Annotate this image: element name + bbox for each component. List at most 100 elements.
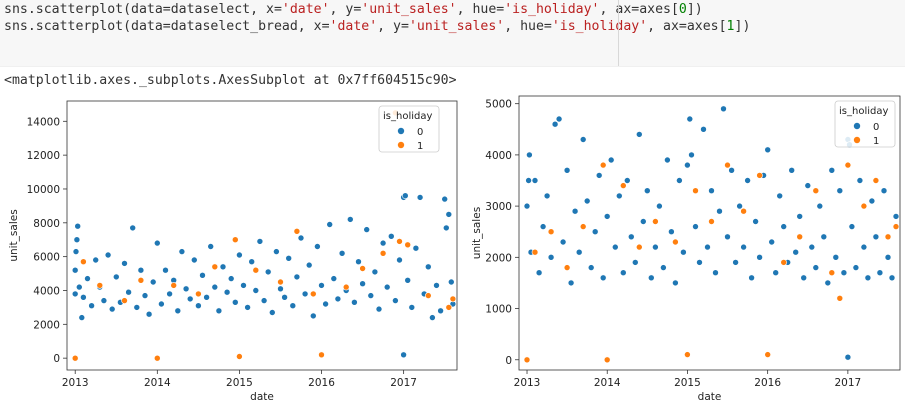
data-point [876, 269, 884, 277]
data-point [884, 233, 892, 241]
data-point [639, 218, 647, 225]
data-point [129, 224, 136, 232]
x-tick-label: 2013 [62, 377, 89, 389]
scatter-chart-2: 2013 2014 2015 2016 2017 0 1000 2000 3000 4000 500… [471, 95, 901, 403]
data-point [71, 290, 79, 298]
data-point [872, 177, 880, 184]
data-point [383, 283, 391, 291]
data-point [712, 269, 719, 277]
data-point [445, 211, 453, 218]
data-point [367, 292, 375, 299]
data-point [359, 265, 366, 272]
legend-marker [853, 122, 861, 130]
legend: is_holiday 0 1 [834, 100, 896, 148]
data-point [559, 238, 567, 246]
y-tick-label: 12000 [27, 150, 60, 162]
data-point [71, 354, 79, 362]
data-point [780, 259, 788, 266]
series-1 [523, 161, 900, 364]
data-point [704, 243, 711, 251]
data-point [892, 213, 900, 220]
data-point [716, 207, 723, 215]
data-point [104, 251, 112, 259]
legend-box [834, 100, 896, 148]
y-tick-label: 14000 [27, 116, 60, 128]
data-point [860, 202, 868, 210]
data-point [820, 233, 828, 241]
data-point [732, 259, 739, 266]
data-point [599, 274, 607, 282]
data-point [88, 302, 95, 310]
data-point [277, 285, 284, 293]
data-point [664, 156, 671, 164]
data-point [804, 182, 812, 189]
data-point [756, 172, 763, 179]
data-point [236, 353, 243, 360]
code-cell[interactable]: sns.scatterplot(data=dataselect, x='date… [0, 0, 905, 67]
data-point [555, 115, 563, 123]
data-point [619, 182, 627, 189]
data-point [149, 278, 157, 286]
data-point [404, 276, 412, 284]
data-point [137, 276, 145, 284]
data-point [211, 283, 219, 291]
x-tick-label: 2017 [390, 377, 417, 389]
data-point [416, 194, 424, 201]
scatter-chart-1: 2013 2014 2015 2016 2017 0 2000 4000 6000 8000 100… [8, 100, 458, 403]
data-point [672, 238, 679, 246]
data-point [355, 258, 362, 266]
data-point [199, 271, 206, 279]
data-point [635, 131, 643, 138]
data-point [832, 253, 840, 261]
data-point [526, 151, 533, 159]
data-point [531, 248, 539, 256]
y-tick-label: 1000 [485, 304, 512, 316]
data-point [860, 243, 868, 251]
y-tick-label: 5000 [485, 99, 512, 111]
code-line-1: sns.scatterplot(data=dataselect, x='date… [4, 2, 703, 17]
data-point [623, 177, 631, 184]
data-point [121, 260, 128, 267]
data-point [756, 253, 763, 261]
data-point [748, 274, 755, 282]
data-point [166, 290, 173, 298]
y-tick-label: 0 [53, 353, 60, 365]
data-point [297, 234, 305, 242]
data-point [145, 310, 153, 318]
data-point [318, 351, 325, 359]
x-tick-label: 2017 [834, 377, 861, 389]
data-point [800, 274, 808, 282]
data-point [219, 263, 227, 271]
data-point [141, 292, 149, 299]
data-point [627, 233, 635, 241]
data-point [720, 105, 727, 113]
data-point [724, 161, 731, 169]
data-point [780, 223, 788, 230]
data-point [708, 187, 715, 194]
legend: is_holiday 0 1 [378, 105, 440, 153]
data-point [740, 207, 747, 215]
data-point [351, 298, 358, 306]
legend-title: is_holiday [839, 106, 888, 117]
y-axis-label: unit_sales [8, 209, 20, 261]
data-point [844, 353, 852, 361]
data-point [182, 285, 190, 293]
legend-marker [853, 136, 861, 144]
data-point [579, 136, 587, 143]
data-point [401, 192, 409, 199]
data-point [277, 278, 284, 286]
data-point [535, 269, 543, 277]
data-point [211, 263, 219, 271]
data-point [285, 254, 293, 262]
data-point [844, 161, 852, 169]
data-point [158, 300, 165, 308]
data-point [447, 278, 455, 286]
y-axis-label: unit_sales [471, 207, 483, 259]
data-point [424, 292, 432, 299]
data-point [346, 216, 354, 223]
data-point [248, 258, 255, 266]
data-point [363, 226, 371, 233]
data-point [305, 261, 313, 269]
data-point [571, 207, 579, 215]
legend-entry-label: 1 [417, 141, 423, 152]
